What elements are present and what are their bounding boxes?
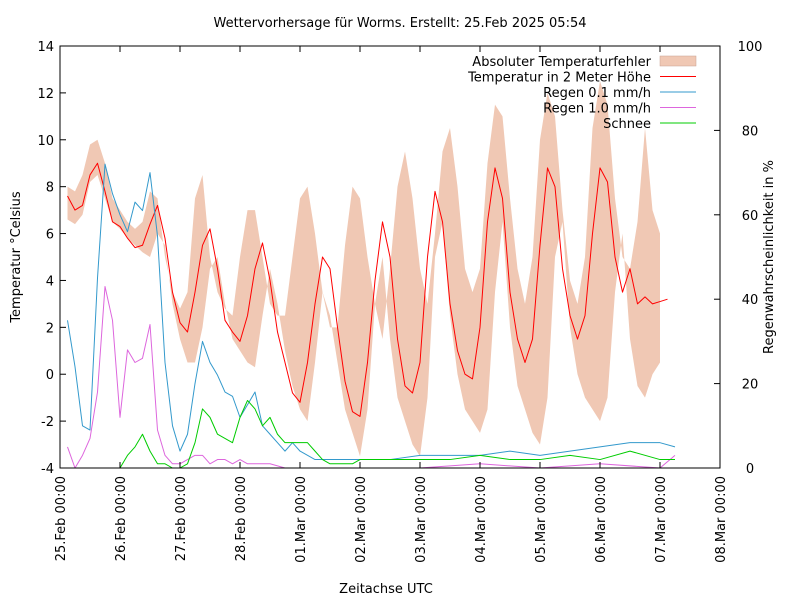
y-tick-label: -4 — [41, 462, 54, 477]
y-tick-label: 12 — [37, 87, 54, 102]
legend-label: Absoluter Temperaturfehler — [472, 55, 651, 70]
plot-frame — [59, 45, 721, 469]
series-line-schnee — [67, 399, 675, 469]
x-tick-label: 27.Feb 00:00 — [174, 476, 189, 561]
x-tick-label: 04.Mar 00:00 — [474, 476, 489, 563]
x-tick-label: 02.Mar 00:00 — [354, 476, 369, 563]
chart-title: Wettervorhersage für Worms. Erstellt: 25… — [213, 16, 586, 31]
y2-tick-label: 40 — [742, 293, 759, 308]
series-band-absoluter-temperaturfehler — [67, 81, 660, 457]
y2-tick-label: 0 — [746, 462, 754, 477]
y2-tick-label: 20 — [742, 378, 759, 393]
x-tick-label: 08.Mar 00:00 — [714, 476, 729, 563]
y-tick-label: 8 — [46, 181, 54, 196]
y-tick-label: -2 — [41, 415, 54, 430]
series-lines — [67, 162, 676, 469]
y2-tick-label: 100 — [738, 40, 763, 55]
y-tick-label: 2 — [46, 321, 54, 336]
x-tick-label: 03.Mar 00:00 — [414, 476, 429, 563]
x-tick-label: 26.Feb 00:00 — [114, 476, 129, 561]
x-tick-label: 06.Mar 00:00 — [594, 476, 609, 563]
x-tick-label: 05.Mar 00:00 — [534, 476, 549, 563]
y-tick-label: 10 — [37, 134, 54, 149]
y-axis-label: Temperatur °Celsius — [9, 191, 24, 324]
x-tick-label: 25.Feb 00:00 — [54, 476, 69, 561]
y2-tick-label: 80 — [742, 124, 759, 139]
legend-swatch — [659, 55, 697, 67]
y2-axis-label: Regenwahrscheinlichkeit in % — [762, 160, 777, 354]
y-tick-label: 0 — [46, 368, 54, 383]
y-tick-label: 6 — [46, 228, 54, 243]
x-axis-label: Zeitachse UTC — [339, 582, 433, 597]
x-tick-label: 28.Feb 00:00 — [234, 476, 249, 561]
series-line-temperatur-in-2-meter-h-he — [67, 162, 668, 417]
y-tick-label: 4 — [46, 274, 54, 289]
temperature-error-band — [67, 81, 660, 457]
x-tick-label: 01.Mar 00:00 — [294, 476, 309, 563]
y2-tick-label: 60 — [742, 209, 759, 224]
x-tick-label: 07.Mar 00:00 — [654, 476, 669, 563]
y-tick-label: 14 — [37, 40, 54, 55]
legend-label: Regen 1.0 mm/h — [543, 102, 651, 117]
series-line-regen-0-1-mm-h — [67, 163, 676, 461]
axes: 25.Feb 00:00 26.Feb 00:00 27.Feb 00:00 28.F… — [37, 40, 762, 563]
legend-label: Temperatur in 2 Meter Höhe — [467, 71, 651, 86]
legend-label: Schnee — [603, 117, 651, 132]
legend-label: Regen 0.1 mm/h — [543, 86, 651, 101]
